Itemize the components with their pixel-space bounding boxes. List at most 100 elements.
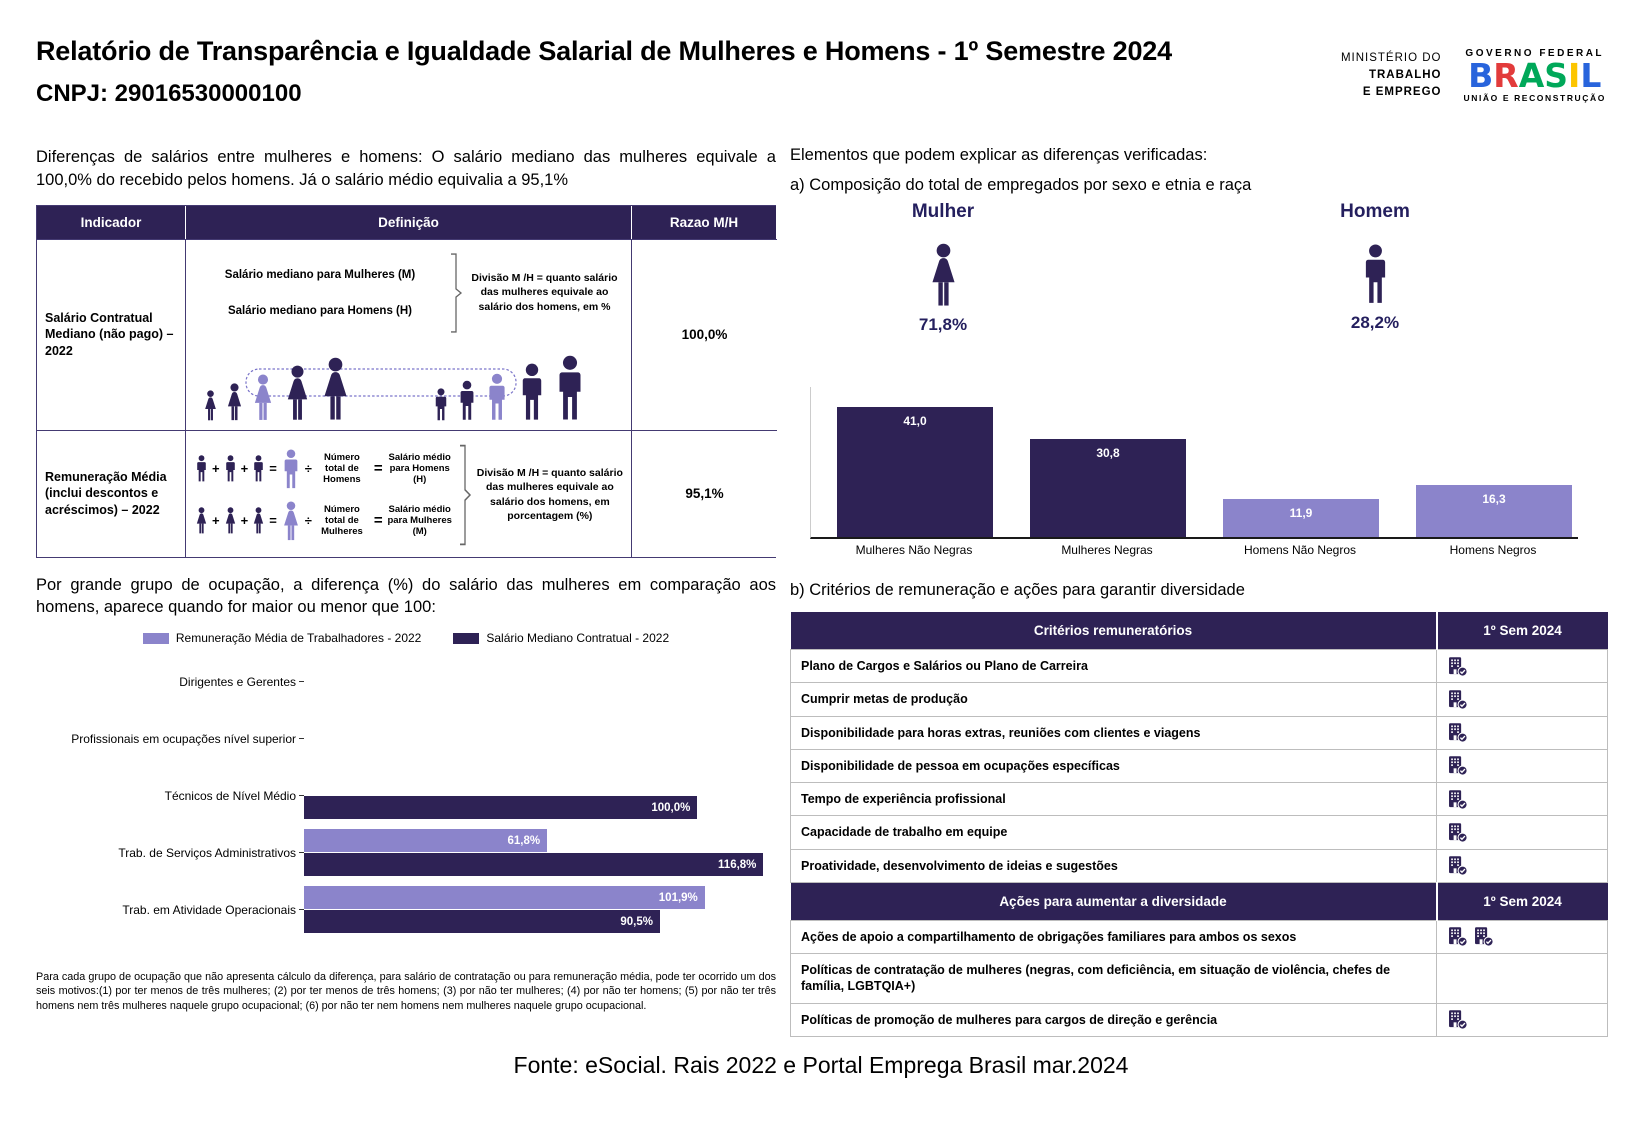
- bar: 61,8%: [304, 829, 548, 853]
- woman-icon: [324, 357, 347, 420]
- occupation-row: Trab. de Serviços Administrativos 61,8% 11…: [36, 824, 776, 881]
- bar-value-label: 116,8%: [718, 858, 757, 871]
- man-icon: [559, 355, 581, 420]
- axis-tick: [299, 680, 304, 683]
- bar-group: 16,3: [1416, 485, 1572, 537]
- category-label: Mulheres Negras: [1061, 543, 1153, 557]
- women-average-label: Salário médio para Mulheres (M): [387, 503, 452, 538]
- bars-area: [304, 653, 776, 710]
- bar-value-label: 90,5%: [620, 915, 653, 928]
- woman-median-icon: [254, 374, 272, 420]
- bar: 41,0: [837, 407, 993, 537]
- woman-icon: [194, 507, 209, 534]
- uniao-reconstrucao-label: UNIÃO E RECONSTRUÇÃO: [1463, 92, 1606, 103]
- legend-item: Salário Mediano Contratual - 2022: [453, 631, 669, 645]
- bar-value-label: 100,0%: [651, 801, 691, 814]
- criteria-label: Disponibilidade de pessoa em ocupações e…: [790, 748, 1437, 784]
- source-footer: Fonte: eSocial. Rais 2022 e Portal Empre…: [513, 1052, 1129, 1078]
- composition-bars: 41,0 30,8 11,9 16,3: [810, 387, 1578, 539]
- criteria-label: Proatividade, desenvolvimento de ideias …: [790, 848, 1437, 883]
- equals-operator: =: [373, 512, 383, 530]
- female-share-value: 71,8%: [918, 315, 968, 334]
- criteria-heading: b) Critérios de remuneração e ações para…: [790, 581, 1245, 599]
- bar-group: 41,0: [837, 407, 993, 537]
- period-header: 1º Sem 2024: [1436, 612, 1608, 650]
- criteria-row: Tempo de experiência profissional: [790, 781, 1608, 817]
- legend-swatch: [142, 632, 169, 644]
- criteria-status: [1436, 815, 1608, 850]
- indicator-table: Indicador Definição Razao M/H Salário Co…: [36, 204, 777, 558]
- bar-value-label: 101,9%: [658, 891, 698, 904]
- criteria-status: [1436, 781, 1608, 817]
- bar-value-label: 16,3: [1482, 492, 1506, 506]
- legend-label: Remuneração Média de Trabalhadores - 202…: [175, 631, 422, 646]
- occupation-footnote: Para cada grupo de ocupação que não apre…: [36, 971, 776, 1012]
- axis-tick: [299, 851, 304, 854]
- bars-area: 101,9% 90,5%: [304, 881, 776, 938]
- company-check-icon: [1447, 722, 1468, 743]
- indicator-row2-name: Remuneração Média (inclui descontos e ac…: [37, 429, 186, 557]
- indicator-table-header-indicador: Indicador: [37, 205, 186, 239]
- indicator-row2-definition: + + = ÷ Número total de Homens = Salário…: [186, 429, 632, 557]
- woman-icon: [205, 389, 216, 420]
- bar: 101,9%: [304, 886, 705, 910]
- composition-category-labels: Mulheres Não Negras Mulheres Negras Homens…: [810, 543, 1578, 557]
- section-header-label: Critérios remuneratórios: [790, 612, 1438, 650]
- category-label: Trab. de Serviços Administrativos: [36, 846, 304, 860]
- women-count-label: Número total de Mulheres: [321, 503, 363, 538]
- average-definition-block: + + = ÷ Número total de Homens = Salário…: [194, 437, 623, 553]
- company-check-icon: [1447, 1009, 1468, 1030]
- criteria-status: [1436, 919, 1608, 955]
- bar-value-label: 61,8%: [507, 834, 541, 847]
- brasil-logo-word: BRASIL: [1463, 59, 1606, 93]
- occupation-row: Técnicos de Nível Médio 100,0%: [36, 767, 776, 824]
- occupation-row: Trab. em Atividade Operacionais 101,9% 90,…: [36, 881, 776, 938]
- occupation-row: Dirigentes e Gerentes: [36, 653, 776, 710]
- bar: 90,5%: [304, 910, 660, 934]
- criteria-row: Políticas de contratação de mulheres (ne…: [790, 953, 1608, 1004]
- equals-operator: =: [269, 461, 277, 477]
- company-check-icon: [1447, 855, 1468, 876]
- indicator-row2-ratio: 95,1%: [632, 429, 777, 557]
- governo-federal-logo: GOVERNO FEDERAL BRASIL UNIÃO E RECONSTRU…: [1463, 48, 1606, 103]
- bar-group: 11,9: [1223, 499, 1379, 537]
- female-label: Mulher: [911, 201, 975, 222]
- criteria-table: Critérios remuneratórios 1º Sem 2024 Plano…: [790, 612, 1608, 1037]
- occupation-row: Profissionais em ocupações nível superio…: [36, 710, 776, 767]
- equals-operator: =: [269, 513, 277, 529]
- median-men-label: Salário mediano para Homens (H): [227, 304, 413, 317]
- criteria-status: [1436, 682, 1608, 717]
- ministry-line-2: TRABALHO: [1368, 68, 1442, 81]
- median-labels: Salário mediano para Mulheres (M) Salári…: [194, 269, 446, 317]
- criteria-status: [1436, 715, 1608, 750]
- bar: 100,0%: [304, 796, 698, 820]
- median-highlight-box: [245, 367, 517, 397]
- category-label: Mulheres Não Negras: [855, 543, 973, 557]
- criteria-label: Cumprir metas de produção: [790, 682, 1437, 717]
- man-icon: [460, 380, 474, 420]
- brasil-letter: B: [1468, 56, 1494, 95]
- bar: 11,9: [1223, 499, 1379, 537]
- men-average-formula: + + = ÷ Número total de Homens = Salário…: [194, 449, 453, 489]
- elements-heading: Elementos que podem explicar as diferenç…: [790, 146, 1208, 164]
- page-title: Relatório de Transparência e Igualdade S…: [36, 36, 1172, 66]
- bar-value-label: 30,8: [1096, 446, 1120, 460]
- bar: 116,8%: [304, 853, 764, 877]
- ministry-logo: MINISTÉRIO DO TRABALHO E EMPREGO: [1341, 50, 1442, 100]
- brasil-letter: A: [1518, 56, 1545, 95]
- men-average-label: Salário médio para Homens (H): [388, 451, 451, 486]
- indicator-table-header-definicao: Definição: [186, 205, 632, 239]
- legend-swatch: [453, 632, 480, 644]
- composition-bar-chart: 41,0 30,8 11,9 16,3 Mulheres Não Negras Mulh…: [810, 387, 1578, 557]
- woman-total-icon: [280, 501, 302, 541]
- period-header: 1º Sem 2024: [1436, 882, 1608, 921]
- man-icon: [1359, 243, 1392, 305]
- report-header: Relatório de Transparência e Igualdade S…: [36, 36, 1172, 108]
- category-label: Homens Não Negros: [1243, 543, 1357, 557]
- company-check-icon: [1447, 656, 1468, 677]
- median-definition-block: Salário mediano para Mulheres (M) Salári…: [194, 252, 623, 334]
- gender-split: Mulher 71,8% Homem 28,2%: [790, 201, 1608, 387]
- brasil-letter: S: [1544, 56, 1569, 95]
- company-check-icon: [1447, 789, 1468, 810]
- criteria-row: Proatividade, desenvolvimento de ideias …: [790, 848, 1608, 883]
